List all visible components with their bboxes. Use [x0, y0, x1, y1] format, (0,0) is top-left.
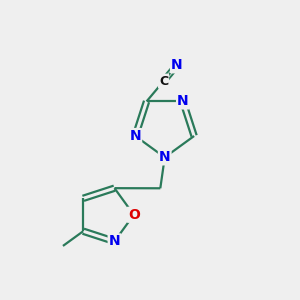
Text: O: O [128, 208, 140, 222]
Text: N: N [159, 150, 170, 164]
Text: N: N [171, 58, 183, 72]
Text: N: N [109, 234, 120, 248]
Text: N: N [177, 94, 189, 108]
Text: N: N [130, 129, 141, 143]
Text: C: C [159, 75, 168, 88]
